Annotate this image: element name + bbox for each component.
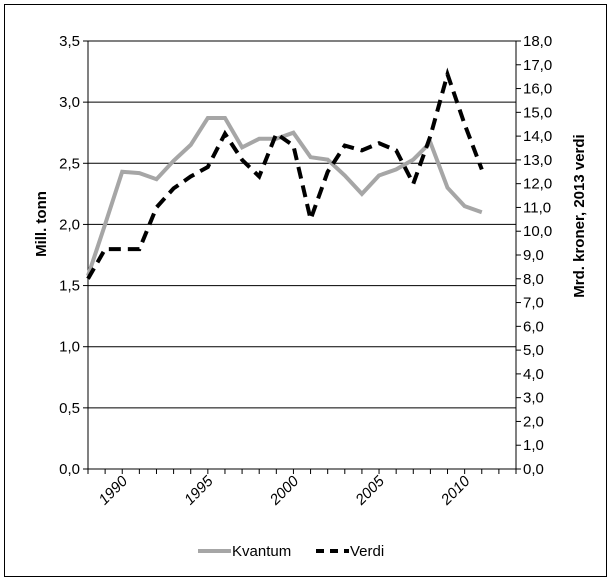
y-tick-label-right: 0,0 xyxy=(523,461,544,478)
y-tick-label-left: 1,0 xyxy=(59,339,80,356)
axes xyxy=(83,40,521,474)
y-tick-label-right: 13,0 xyxy=(523,152,552,169)
y-tick-label-right: 6,0 xyxy=(523,318,544,335)
y-tick-label-right: 12,0 xyxy=(523,176,552,193)
y-tick-label-left: 1,5 xyxy=(59,278,80,295)
x-tick-label: 2010 xyxy=(437,472,474,509)
y-tick-label-right: 17,0 xyxy=(523,57,552,74)
y-tick-label-right: 14,0 xyxy=(523,128,552,145)
legend-label-verdi: Verdi xyxy=(350,543,384,560)
y-tick-label-left: 0,5 xyxy=(59,400,80,417)
y-tick-label-right: 15,0 xyxy=(523,104,552,121)
y-tick-label-left: 3,0 xyxy=(59,94,80,111)
y-tick-label-right: 11,0 xyxy=(523,199,551,216)
y-axis-title-left: Mill. tonn xyxy=(33,191,50,257)
series-line-verdi xyxy=(86,67,484,280)
legend: Kvantum Verdi xyxy=(198,543,384,560)
x-tick-label: 2000 xyxy=(266,472,303,509)
chart-frame xyxy=(4,4,607,577)
y-tick-label-right: 2,0 xyxy=(523,413,544,430)
y-tick-label-right: 16,0 xyxy=(523,81,552,98)
x-tick-label: 1990 xyxy=(95,472,131,508)
y-tick-label-right: 5,0 xyxy=(523,342,544,359)
x-tick-label: 1995 xyxy=(181,472,217,508)
gridlines xyxy=(88,40,516,470)
series-lines xyxy=(86,67,484,280)
y-tick-label-left: 2,5 xyxy=(59,155,80,172)
x-tick-label: 2005 xyxy=(352,472,389,509)
y-tick-label-right: 3,0 xyxy=(523,390,544,407)
y-tick-label-right: 18,0 xyxy=(523,33,552,50)
y-tick-label-right: 10,0 xyxy=(523,223,552,240)
y-tick-label-right: 1,0 xyxy=(523,437,544,454)
y-tick-label-right: 9,0 xyxy=(523,247,544,264)
series-line-kvantum xyxy=(86,116,483,277)
y-tick-label-right: 8,0 xyxy=(523,271,544,288)
y-axis-title-right: Mrd. kroner, 2013 verdi xyxy=(571,134,588,297)
y-tick-label-right: 4,0 xyxy=(523,366,544,383)
y-tick-label-left: 3,5 xyxy=(59,33,80,50)
y-tick-label-right: 7,0 xyxy=(523,295,544,312)
tick-labels: 0,0 0,5 1,0 1,5 2,0 2,5 3,0 3,5 0,0 1,0 2,0 3,0 4,0 5… xyxy=(59,33,552,509)
y-tick-label-left: 2,0 xyxy=(59,216,80,233)
y-tick-label-left: 0,0 xyxy=(59,461,80,478)
legend-label-kvantum: Kvantum xyxy=(232,543,291,560)
